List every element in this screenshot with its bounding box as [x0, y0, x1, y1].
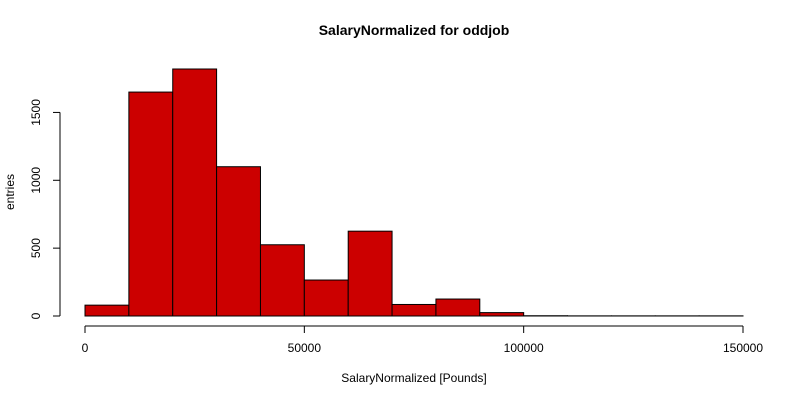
- y-tick-label: 500: [29, 238, 43, 258]
- histogram-bar: [348, 231, 392, 316]
- x-tick-label: 50000: [288, 341, 322, 355]
- histogram-bar: [480, 313, 524, 316]
- histogram-bar: [436, 299, 480, 316]
- x-axis: 0 50000 100000 150000: [82, 326, 764, 355]
- histogram-bar: [173, 69, 217, 316]
- histogram-bar: [129, 92, 173, 316]
- y-tick-label: 1000: [29, 167, 43, 194]
- histogram-bars: [85, 69, 743, 316]
- histogram-bar: [217, 167, 261, 316]
- histogram-bar: [392, 304, 436, 316]
- y-tick-label: 1500: [29, 99, 43, 126]
- histogram-bar: [304, 280, 348, 316]
- histogram-bar: [260, 245, 304, 316]
- y-axis-label: entries: [3, 174, 17, 210]
- y-axis: 0 500 1000 1500: [29, 99, 60, 320]
- x-tick-label: 100000: [504, 341, 544, 355]
- x-tick-label: 0: [82, 341, 89, 355]
- x-axis-label: SalaryNormalized [Pounds]: [341, 371, 486, 385]
- x-tick-label: 150000: [723, 341, 763, 355]
- chart-title: SalaryNormalized for oddjob: [319, 22, 510, 38]
- histogram-bar: [85, 305, 129, 316]
- y-tick-label: 0: [29, 312, 43, 319]
